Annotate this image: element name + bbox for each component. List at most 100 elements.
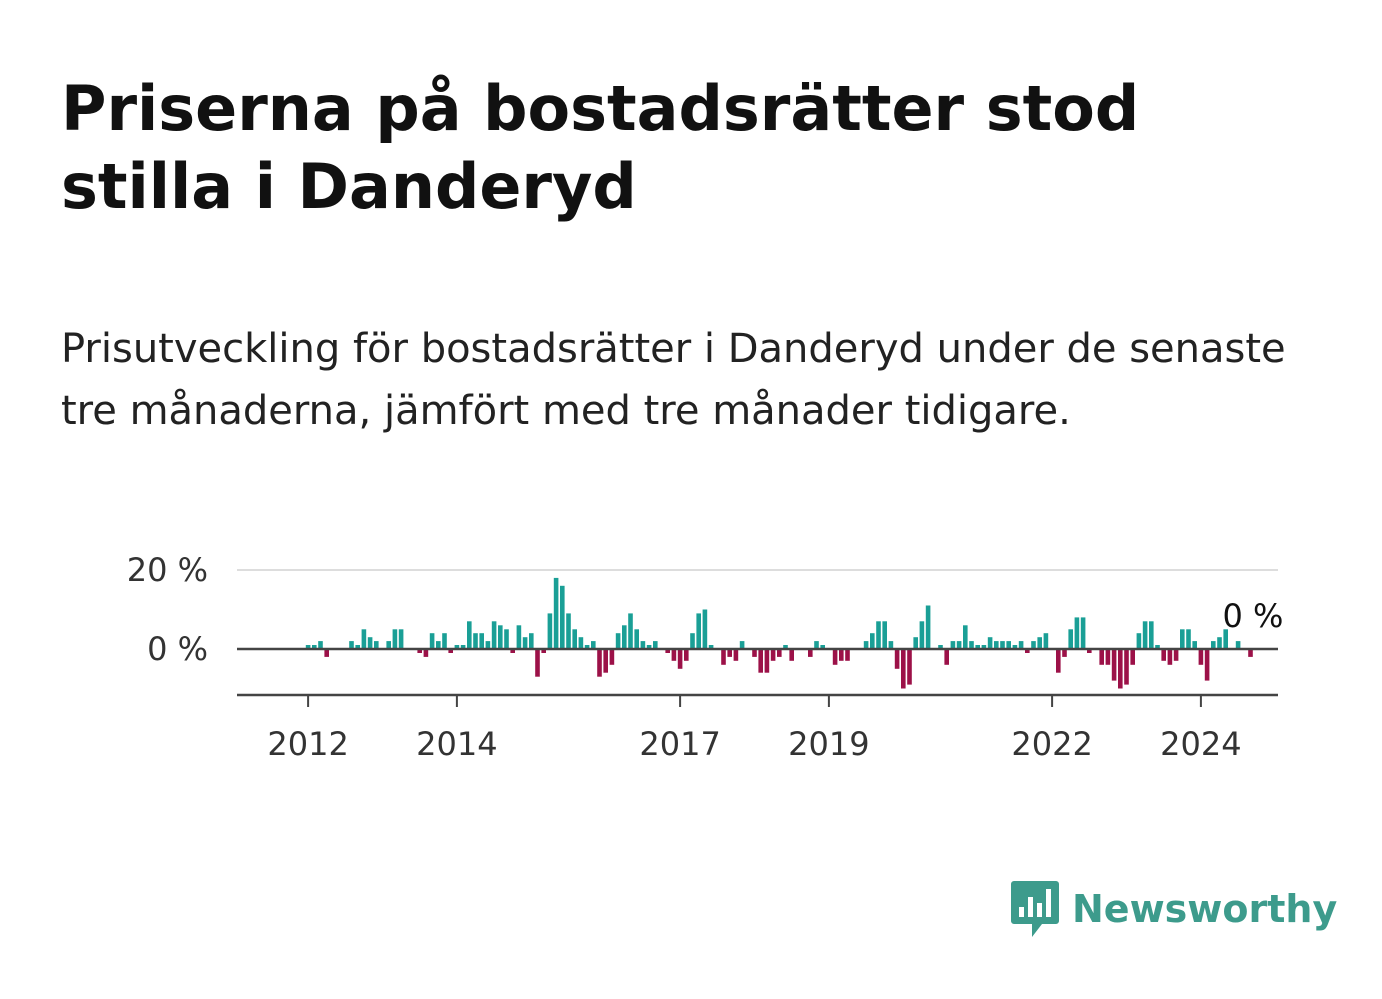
x-tick-label: 2022 <box>1011 725 1092 760</box>
bar <box>355 645 360 649</box>
bar <box>770 649 776 661</box>
bar <box>1037 637 1042 649</box>
bar <box>349 641 354 649</box>
bar <box>1000 641 1005 649</box>
bar <box>956 641 962 649</box>
bar <box>1105 649 1111 665</box>
bar <box>423 649 429 657</box>
bar <box>1099 649 1104 665</box>
bar <box>1068 629 1073 650</box>
x-tick-label: 2019 <box>788 725 869 760</box>
bar <box>541 649 546 653</box>
bar <box>1142 621 1148 649</box>
bar <box>1025 649 1030 653</box>
brand-name: Newsworthy <box>1072 887 1338 931</box>
bar <box>907 649 912 685</box>
bar <box>1006 641 1011 649</box>
x-tick-label: 2017 <box>639 725 720 760</box>
bar <box>442 633 447 649</box>
bar <box>1018 641 1024 649</box>
x-tick-label: 2024 <box>1160 725 1241 760</box>
bar <box>560 585 565 649</box>
bar <box>696 613 701 649</box>
bar <box>504 629 509 650</box>
bar <box>1161 649 1166 661</box>
bar <box>684 649 689 661</box>
bar <box>460 645 466 649</box>
bar <box>832 649 838 665</box>
bar <box>925 605 931 649</box>
bar <box>1186 629 1191 650</box>
bar <box>367 637 373 649</box>
bar <box>1136 633 1142 649</box>
bar <box>529 633 534 649</box>
bar <box>591 641 596 649</box>
bar <box>312 645 317 649</box>
bar <box>733 649 739 661</box>
bar <box>876 621 881 649</box>
bar <box>516 625 522 649</box>
bar <box>1130 649 1135 665</box>
bar-chart: 20 % 0 % 2012 2014 2017 2019 2022 2024 0 % <box>127 551 1284 760</box>
bar <box>1192 641 1197 649</box>
bar <box>572 629 577 650</box>
newsworthy-logo-icon <box>1011 881 1059 937</box>
bar <box>913 637 918 649</box>
bar <box>634 629 639 650</box>
bar <box>969 641 974 649</box>
bar <box>1248 649 1253 657</box>
bar <box>671 649 677 661</box>
bar <box>398 629 404 650</box>
bar <box>622 625 627 649</box>
bar <box>863 641 869 649</box>
bar <box>727 649 732 657</box>
bar <box>603 649 608 673</box>
x-tick-label: 2014 <box>416 725 497 760</box>
bar <box>975 645 980 649</box>
bar <box>479 633 484 649</box>
bar <box>963 625 968 649</box>
bar <box>386 641 391 649</box>
bar <box>640 641 646 649</box>
bar <box>1149 621 1154 649</box>
bar <box>1118 649 1123 689</box>
bar <box>1217 637 1222 649</box>
bar <box>578 637 584 649</box>
bar <box>1198 649 1204 665</box>
bar <box>938 645 943 649</box>
bar <box>758 649 763 673</box>
bar <box>950 641 956 649</box>
bar <box>882 621 887 649</box>
bar <box>702 609 708 649</box>
bar <box>584 645 590 649</box>
bar <box>752 649 757 657</box>
bar <box>374 641 379 649</box>
bar <box>1235 641 1241 649</box>
newsworthy-logo: Newsworthy <box>1010 878 1337 940</box>
bar <box>1080 617 1086 649</box>
bar <box>653 641 658 649</box>
bar <box>677 649 683 669</box>
chart-subtitle: Prisutveckling för bostadsrätter i Dande… <box>61 326 1286 434</box>
bar <box>485 641 491 649</box>
bar <box>1180 629 1185 650</box>
y-tick-label: 20 % <box>127 551 208 589</box>
bar <box>566 613 571 649</box>
bar <box>1223 629 1228 650</box>
bar <box>646 645 652 649</box>
bar <box>894 649 900 669</box>
bar <box>1056 649 1061 673</box>
chart-title: Priserna på bostadsrätter stod stilla i … <box>61 72 1140 223</box>
bar <box>429 633 435 649</box>
bar <box>305 645 311 649</box>
bar <box>547 613 553 649</box>
bar <box>1012 645 1018 649</box>
bar <box>839 649 844 661</box>
bar <box>764 649 770 673</box>
bar <box>1211 641 1216 649</box>
bar <box>448 649 453 653</box>
bar <box>1074 617 1080 649</box>
x-tick-label: 2012 <box>267 725 348 760</box>
bar <box>392 629 398 650</box>
bar <box>628 613 633 649</box>
